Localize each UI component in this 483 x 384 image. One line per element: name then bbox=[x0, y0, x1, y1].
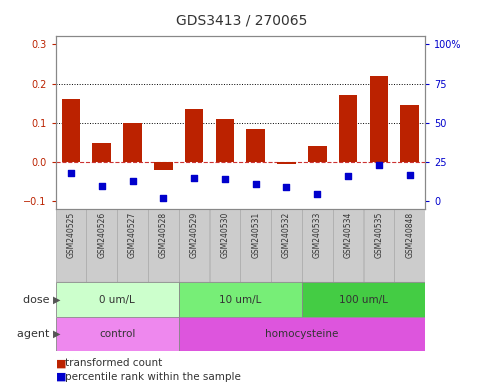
Bar bbox=[215, 119, 234, 162]
Text: GSM240532: GSM240532 bbox=[282, 212, 291, 258]
Bar bbox=[56, 209, 86, 282]
Point bbox=[375, 162, 383, 168]
Text: GSM240529: GSM240529 bbox=[190, 212, 199, 258]
Bar bbox=[148, 209, 179, 282]
Bar bbox=[179, 209, 209, 282]
Text: transformed count: transformed count bbox=[65, 358, 162, 368]
Point bbox=[159, 195, 167, 201]
Bar bbox=[271, 209, 302, 282]
Bar bbox=[369, 76, 388, 162]
Point bbox=[406, 172, 413, 178]
Bar bbox=[241, 209, 271, 282]
Point bbox=[344, 173, 352, 179]
Text: ■: ■ bbox=[56, 358, 66, 368]
Point bbox=[98, 183, 106, 189]
Point bbox=[252, 181, 259, 187]
Bar bbox=[364, 209, 394, 282]
Bar bbox=[333, 209, 363, 282]
Bar bbox=[56, 282, 179, 317]
Text: GDS3413 / 270065: GDS3413 / 270065 bbox=[176, 13, 307, 27]
Text: ▶: ▶ bbox=[53, 295, 61, 305]
Text: GSM240531: GSM240531 bbox=[251, 212, 260, 258]
Bar bbox=[246, 129, 265, 162]
Text: GSM240528: GSM240528 bbox=[159, 212, 168, 258]
Bar bbox=[302, 282, 425, 317]
Text: 100 um/L: 100 um/L bbox=[339, 295, 388, 305]
Bar bbox=[123, 123, 142, 162]
Bar bbox=[185, 109, 203, 162]
Point bbox=[283, 184, 290, 190]
Bar bbox=[179, 317, 425, 351]
Text: GSM240533: GSM240533 bbox=[313, 212, 322, 258]
Text: homocysteine: homocysteine bbox=[265, 329, 339, 339]
Bar bbox=[154, 162, 172, 170]
Bar bbox=[179, 282, 302, 317]
Text: ■: ■ bbox=[56, 372, 66, 382]
Text: percentile rank within the sample: percentile rank within the sample bbox=[65, 372, 241, 382]
Bar bbox=[339, 95, 357, 162]
Bar bbox=[210, 209, 240, 282]
Point bbox=[67, 170, 75, 176]
Text: ▶: ▶ bbox=[53, 329, 61, 339]
Bar bbox=[277, 162, 296, 164]
Text: GSM240534: GSM240534 bbox=[343, 212, 353, 258]
Text: 0 um/L: 0 um/L bbox=[99, 295, 135, 305]
Text: GSM240527: GSM240527 bbox=[128, 212, 137, 258]
Text: 10 um/L: 10 um/L bbox=[219, 295, 261, 305]
Bar bbox=[302, 209, 332, 282]
Bar bbox=[92, 142, 111, 162]
Bar bbox=[86, 209, 117, 282]
Bar bbox=[308, 146, 327, 162]
Point bbox=[190, 175, 198, 181]
Bar bbox=[56, 317, 179, 351]
Text: GSM240535: GSM240535 bbox=[374, 212, 384, 258]
Text: dose: dose bbox=[23, 295, 53, 305]
Bar bbox=[400, 105, 419, 162]
Bar bbox=[62, 99, 80, 162]
Bar bbox=[395, 209, 425, 282]
Text: GSM240530: GSM240530 bbox=[220, 212, 229, 258]
Text: GSM240526: GSM240526 bbox=[97, 212, 106, 258]
Point bbox=[221, 176, 229, 182]
Text: GSM240848: GSM240848 bbox=[405, 212, 414, 258]
Bar bbox=[117, 209, 148, 282]
Text: GSM240525: GSM240525 bbox=[67, 212, 75, 258]
Text: control: control bbox=[99, 329, 135, 339]
Point bbox=[313, 190, 321, 197]
Text: agent: agent bbox=[17, 329, 53, 339]
Point bbox=[128, 178, 136, 184]
